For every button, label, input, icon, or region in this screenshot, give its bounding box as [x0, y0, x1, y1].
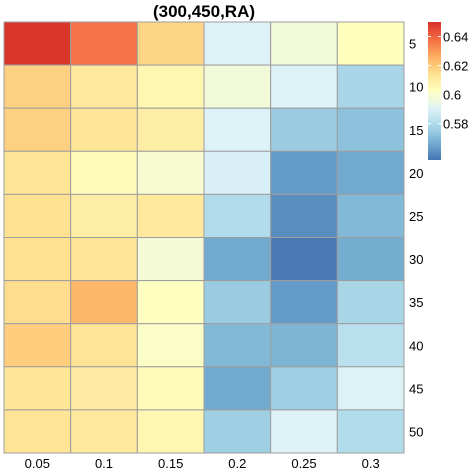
y-tick-label: 5	[409, 37, 416, 52]
y-tick-label: 25	[409, 209, 423, 224]
colorbar-legend: 0.64 0.62 0.6 0.58	[428, 22, 468, 160]
x-tick-label: 0.2	[228, 456, 246, 471]
heatmap-cell	[70, 150, 138, 195]
heatmap-cell	[203, 150, 272, 195]
y-tick-label: 10	[409, 80, 423, 95]
x-tick-label: 0.3	[362, 456, 380, 471]
colorbar-tick-label: 0.58	[443, 117, 468, 132]
heatmap-cell	[336, 107, 405, 152]
heatmap-cell	[203, 409, 272, 454]
heatmap-cell	[203, 366, 272, 411]
heatmap-cell	[336, 409, 405, 454]
colorbar-tick-label: 0.62	[443, 59, 468, 74]
x-tick-label: 0.05	[25, 456, 50, 471]
y-axis-tick-labels: 5 10 15 20 25 30 35 40 45 50	[409, 37, 423, 440]
heatmap-cell	[136, 323, 205, 368]
heatmap-cell	[3, 366, 72, 411]
heatmap-cell	[3, 150, 72, 195]
heatmap-cell	[270, 21, 338, 66]
heatmap-cell	[336, 150, 405, 195]
chart-title: (300,450,RA)	[153, 2, 255, 21]
y-tick-label: 15	[409, 123, 423, 138]
heatmap-cell	[136, 64, 205, 109]
heatmap-cell	[336, 323, 405, 368]
heatmap-cell	[70, 21, 138, 66]
heatmap-cell	[136, 21, 205, 66]
y-tick-label: 50	[409, 424, 423, 439]
heatmap-cell	[3, 107, 72, 152]
heatmap-cell	[70, 237, 138, 282]
heatmap-cell	[70, 323, 138, 368]
heatmap-cell	[136, 150, 205, 195]
heatmap-cells	[3, 21, 405, 454]
heatmap-cell	[203, 237, 272, 282]
heatmap-cell	[336, 237, 405, 282]
heatmap-cell	[70, 366, 138, 411]
y-tick-label: 45	[409, 381, 423, 396]
heatmap-cell	[136, 193, 205, 238]
heatmap-cell	[3, 21, 72, 66]
x-tick-label: 0.15	[158, 456, 183, 471]
x-tick-label: 0.1	[95, 456, 113, 471]
heatmap-cell	[70, 280, 138, 325]
heatmap-cell	[336, 21, 405, 66]
x-axis-tick-labels: 0.05 0.1 0.15 0.2 0.25 0.3	[25, 456, 380, 471]
heatmap-cell	[203, 280, 272, 325]
heatmap-cell	[336, 193, 405, 238]
colorbar-tick-label: 0.6	[443, 88, 461, 103]
heatmap-cell	[336, 366, 405, 411]
heatmap-cell	[203, 21, 272, 66]
heatmap-cell	[3, 409, 72, 454]
heatmap-cell	[70, 409, 138, 454]
x-tick-label: 0.25	[291, 456, 316, 471]
heatmap-cell	[136, 237, 205, 282]
y-tick-label: 35	[409, 295, 423, 310]
heatmap-cell	[3, 193, 72, 238]
heatmap-cell	[203, 193, 272, 238]
y-tick-label: 20	[409, 166, 423, 181]
y-tick-label: 30	[409, 252, 423, 267]
heatmap-cell	[3, 280, 72, 325]
colorbar-gradient	[428, 22, 441, 160]
heatmap-cell	[336, 280, 405, 325]
heatmap-cell	[3, 237, 72, 282]
heatmap-cell	[203, 323, 272, 368]
heatmap-cell	[3, 323, 72, 368]
heatmap-cell	[136, 280, 205, 325]
colorbar-tick-label: 0.64	[443, 30, 468, 45]
heatmap-cell	[3, 64, 72, 109]
heatmap-cell	[203, 64, 272, 109]
heatmap-cell	[270, 280, 338, 325]
heatmap-cell	[136, 366, 205, 411]
heatmap-cell	[270, 366, 338, 411]
heatmap-cell	[203, 107, 272, 152]
heatmap-cell	[336, 64, 405, 109]
heatmap-cell	[270, 64, 338, 109]
heatmap-cell	[270, 323, 338, 368]
heatmap-cell	[270, 150, 338, 195]
heatmap-cell	[70, 107, 138, 152]
heatmap-cell	[270, 237, 338, 282]
heatmap-cell	[136, 409, 205, 454]
heatmap-cell	[70, 193, 138, 238]
heatmap-cell	[70, 64, 138, 109]
heatmap-cell	[270, 409, 338, 454]
heatmap-cell	[136, 107, 205, 152]
y-tick-label: 40	[409, 338, 423, 353]
heatmap-cell	[270, 193, 338, 238]
heatmap-cell	[270, 107, 338, 152]
